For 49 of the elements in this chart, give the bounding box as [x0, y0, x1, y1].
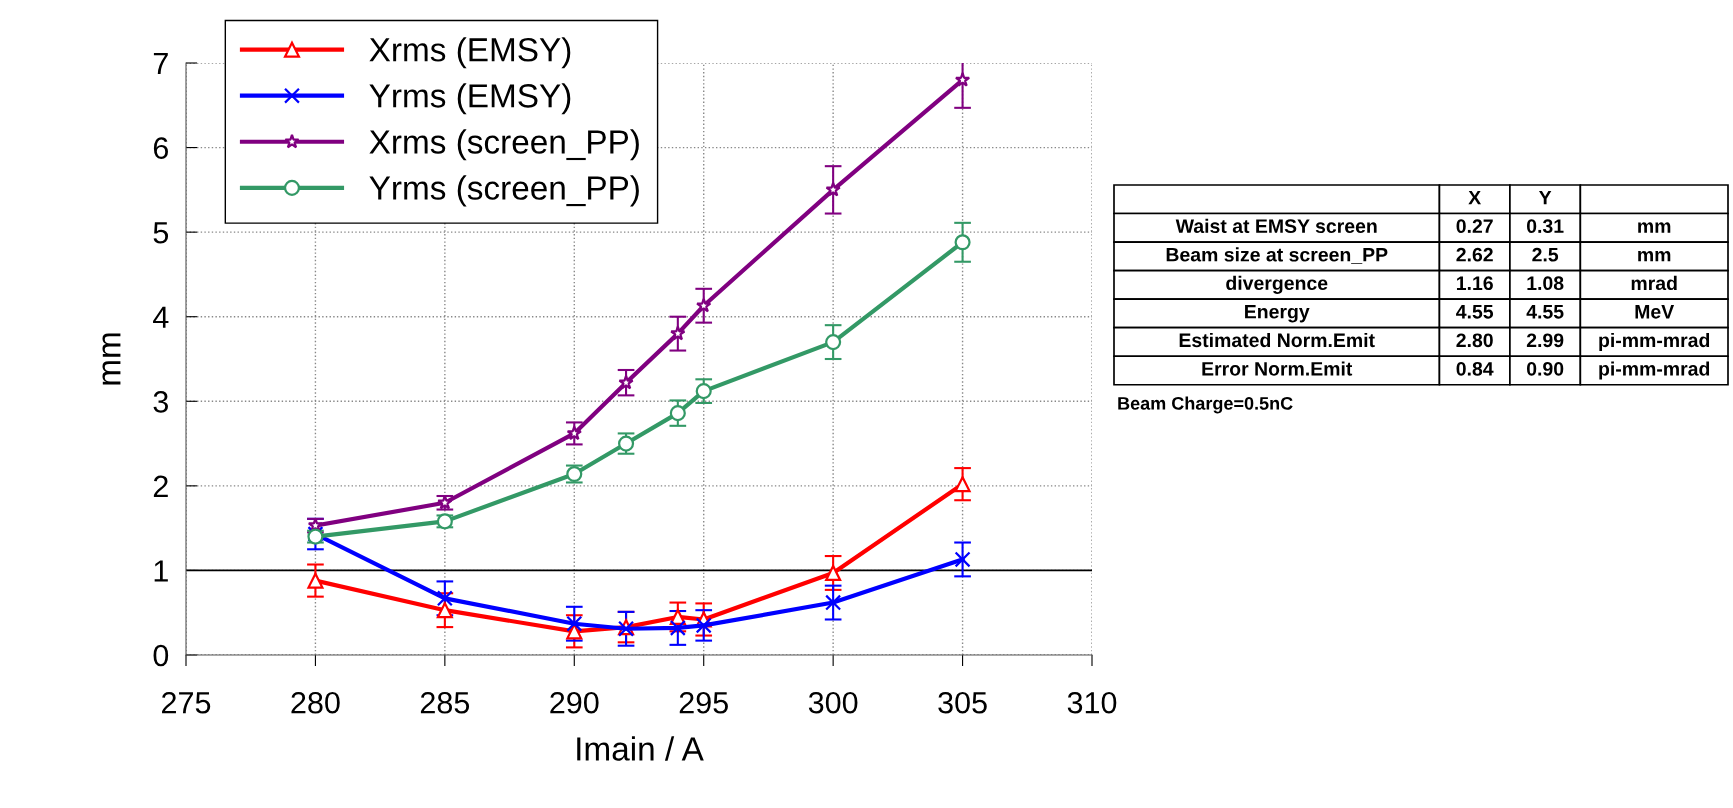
x-tick-label: 285	[420, 691, 470, 714]
text: 4.55	[1526, 305, 1564, 319]
legend-label: Xrms (screen_PP)	[369, 129, 639, 161]
text: 2.80	[1456, 333, 1493, 348]
x-tick-label: 295	[679, 691, 728, 714]
text: mm	[1638, 222, 1671, 233]
category-label: Energy	[1245, 304, 1310, 323]
y-tick-label: 7	[153, 53, 168, 75]
text: 2.99	[1526, 333, 1564, 348]
x-tick-label: 290	[550, 691, 599, 714]
category-label: Error Norm.Emit	[1202, 361, 1353, 376]
text: 4.55	[1456, 305, 1494, 319]
text: pi-mm-mrad	[1599, 361, 1710, 380]
text: 0.90	[1526, 361, 1564, 376]
y-tick-label: 2	[153, 475, 168, 497]
y-tick-label: 1	[154, 560, 168, 582]
x-tick-label: 305	[938, 691, 987, 714]
text: 0.84	[1456, 361, 1494, 376]
y-tick-label: 4	[153, 306, 169, 328]
y-axis-title: mm	[102, 333, 121, 385]
text: MeV	[1635, 305, 1675, 319]
text: 1.08	[1527, 276, 1564, 291]
text: pi-mm-mrad	[1599, 332, 1710, 352]
text: mm	[1638, 250, 1671, 262]
legend-label: Xrms (EMSY)	[369, 37, 571, 69]
x-axis-title: Imain / A	[577, 736, 704, 761]
y-tick-label: 5	[153, 222, 169, 244]
y-tick-label: 3	[153, 391, 168, 413]
text: 2.5	[1532, 247, 1559, 262]
category-label: Waist at EMSY screen	[1175, 218, 1377, 234]
category-label: Beam size at screen_PP	[1166, 247, 1388, 264]
category-label: divergence	[1226, 275, 1328, 294]
y-tick-label: 0	[153, 644, 169, 667]
category-label: Estimated Norm.Emit	[1179, 332, 1375, 348]
text: 2.62	[1456, 247, 1493, 262]
x-tick-label: 300	[808, 691, 858, 714]
category-label: X	[1468, 190, 1481, 205]
text: mrad	[1631, 275, 1677, 291]
text: 0.31	[1526, 219, 1564, 234]
text: Beam Charge=0.5nC	[1118, 396, 1293, 414]
x-tick-label: 280	[291, 691, 340, 714]
legend-label: Yrms (screen_PP)	[369, 175, 639, 207]
category-label: Y	[1538, 190, 1552, 205]
x-tick-label: 275	[162, 691, 211, 714]
x-tick-label: 310	[1067, 691, 1117, 714]
text: 1.16	[1456, 276, 1493, 291]
y-tick-label: 6	[153, 137, 168, 159]
text: 0.27	[1456, 219, 1493, 234]
legend-label: Yrms (EMSY)	[369, 83, 571, 115]
